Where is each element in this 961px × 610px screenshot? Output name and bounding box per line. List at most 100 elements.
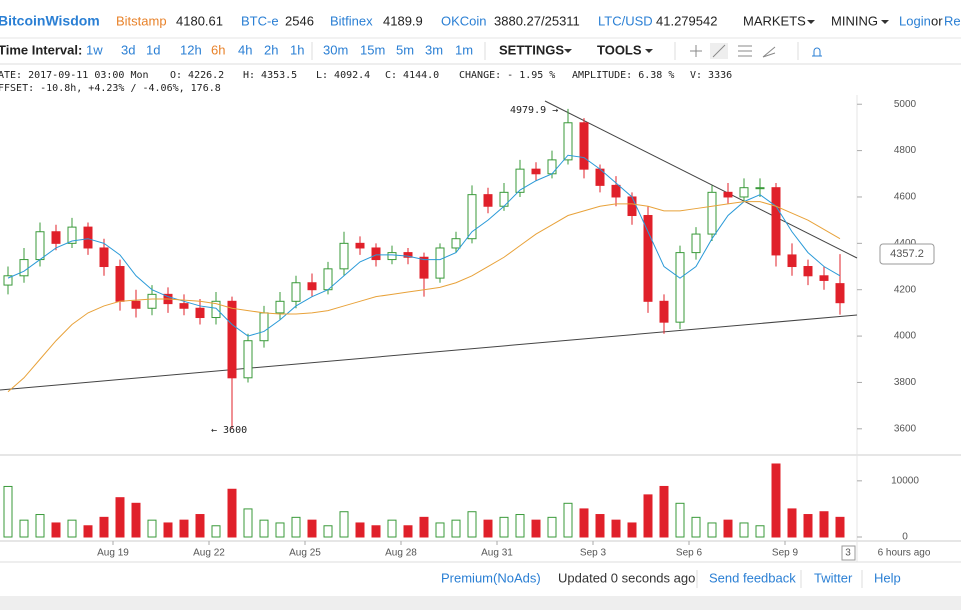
x-tick-label: Aug 25 xyxy=(289,548,321,559)
volume-bar xyxy=(467,511,477,538)
price: 4180.61 xyxy=(176,13,223,28)
y-tick-label: 4200 xyxy=(894,284,917,295)
ticker[interactable]: BTC-e xyxy=(241,13,279,28)
volume-bar xyxy=(115,497,125,538)
toolbar: Time Interval: SETTINGS TOOLS 1w 3d 1d 12h 6… xyxy=(0,42,822,60)
volume-bar xyxy=(707,522,717,538)
interval[interactable]: 2h xyxy=(264,42,278,57)
volume-bar xyxy=(451,519,461,538)
candle-body xyxy=(691,233,701,254)
footer-link[interactable]: Twitter xyxy=(814,570,853,585)
info: FFSET: -10.8h, +4.23% / -4.06%, 176.8 xyxy=(0,83,221,94)
candle-body xyxy=(627,196,637,217)
interval[interactable]: 30m xyxy=(323,42,348,57)
volume-bar xyxy=(531,519,541,538)
interval[interactable]: 1d xyxy=(146,42,160,57)
candle-body xyxy=(243,340,253,379)
candle-body xyxy=(643,215,653,302)
ticker[interactable]: LTC/USD xyxy=(598,13,653,28)
bottom-strip xyxy=(0,596,961,610)
y-tick-label: 0 xyxy=(902,532,908,543)
ticker[interactable]: Bitfinex xyxy=(330,13,373,28)
candle-body xyxy=(259,312,269,342)
trend-line[interactable] xyxy=(544,100,858,259)
interval[interactable]: 15m xyxy=(360,42,385,57)
line-tool[interactable] xyxy=(712,44,726,58)
footer-link[interactable]: Send feedback xyxy=(709,570,796,585)
volume-bar xyxy=(307,519,317,538)
ticker[interactable]: OKCoin xyxy=(441,13,487,28)
volume-bar xyxy=(771,463,781,538)
candle-body xyxy=(211,300,221,319)
menu[interactable]: MINING xyxy=(831,13,878,28)
footer-link[interactable]: Premium(NoAds) xyxy=(441,570,541,585)
fan-tool[interactable] xyxy=(762,46,776,58)
volume-bar xyxy=(195,514,205,538)
settings[interactable]: SETTINGS xyxy=(499,42,564,57)
volume-bar xyxy=(355,522,365,538)
volume-bar xyxy=(547,516,557,538)
interval[interactable]: 5m xyxy=(396,42,414,57)
candle-body xyxy=(227,300,237,379)
moving-average xyxy=(7,201,841,393)
candle-body xyxy=(659,300,669,323)
interval[interactable]: 1h xyxy=(290,42,304,57)
candle-body xyxy=(19,259,29,277)
volume-bar xyxy=(691,516,701,538)
interval[interactable]: 1m xyxy=(455,42,473,57)
y-tick-label: 3600 xyxy=(894,423,917,434)
candle-body xyxy=(3,275,13,286)
hline-tool[interactable] xyxy=(738,45,752,57)
volume-bar xyxy=(259,519,269,538)
alert-tool[interactable] xyxy=(812,47,822,57)
ticker[interactable]: Bitstamp xyxy=(116,13,167,28)
price: 41.279542 xyxy=(656,13,717,28)
trend-line[interactable] xyxy=(0,314,858,391)
info: L: 4092.4 xyxy=(316,70,370,81)
candle-body xyxy=(787,254,797,268)
volume-bar xyxy=(419,516,429,538)
candle-body xyxy=(771,187,781,256)
candle-body xyxy=(547,159,557,175)
info: V: 3336 xyxy=(690,70,732,81)
login[interactable]: Login xyxy=(899,13,931,28)
candle-body xyxy=(499,191,509,207)
interval[interactable]: 12h xyxy=(180,42,202,57)
x-tick-label: Aug 31 xyxy=(481,548,513,559)
interval[interactable]: 3d xyxy=(121,42,135,57)
interval[interactable]: 4h xyxy=(238,42,252,57)
volume-bar xyxy=(499,516,509,538)
candle-body xyxy=(515,168,525,193)
x-tick-label: Sep 3 xyxy=(580,548,607,559)
candle-body xyxy=(371,247,381,261)
info: ATE: 2017-09-11 03:00 Mon xyxy=(0,70,149,81)
candle-body xyxy=(99,247,109,268)
menu[interactable]: MARKETS xyxy=(743,13,806,28)
interval[interactable]: 1w xyxy=(86,42,103,57)
candle-body xyxy=(835,283,845,304)
interval[interactable]: 6h xyxy=(211,42,225,57)
candle-body xyxy=(435,247,445,279)
candle-body xyxy=(467,194,477,240)
or: or xyxy=(931,13,943,28)
tools[interactable]: TOOLS xyxy=(597,42,642,57)
candle-body xyxy=(403,252,413,258)
candle-body xyxy=(355,242,365,249)
info: AMPLITUDE: 6.38 % xyxy=(572,70,674,81)
cross-tool[interactable] xyxy=(690,45,702,57)
x-tick-label: Sep 9 xyxy=(772,548,799,559)
info: CHANGE: - 1.95 % xyxy=(459,70,555,81)
y-tick-label: 4000 xyxy=(894,331,917,342)
volume-bar xyxy=(595,514,605,538)
logo[interactable]: BitcoinWisdom xyxy=(0,13,100,29)
volume-bar xyxy=(19,519,29,538)
interval[interactable]: 3m xyxy=(425,42,443,57)
volume-bar xyxy=(819,511,829,538)
info: H: 4353.5 xyxy=(243,70,297,81)
volume-bar xyxy=(243,508,253,538)
candle-body xyxy=(819,275,829,281)
register[interactable]: Re xyxy=(944,13,961,28)
volume-bar xyxy=(435,522,445,538)
footer-link[interactable]: Help xyxy=(874,570,901,585)
volume-bar xyxy=(403,525,413,538)
